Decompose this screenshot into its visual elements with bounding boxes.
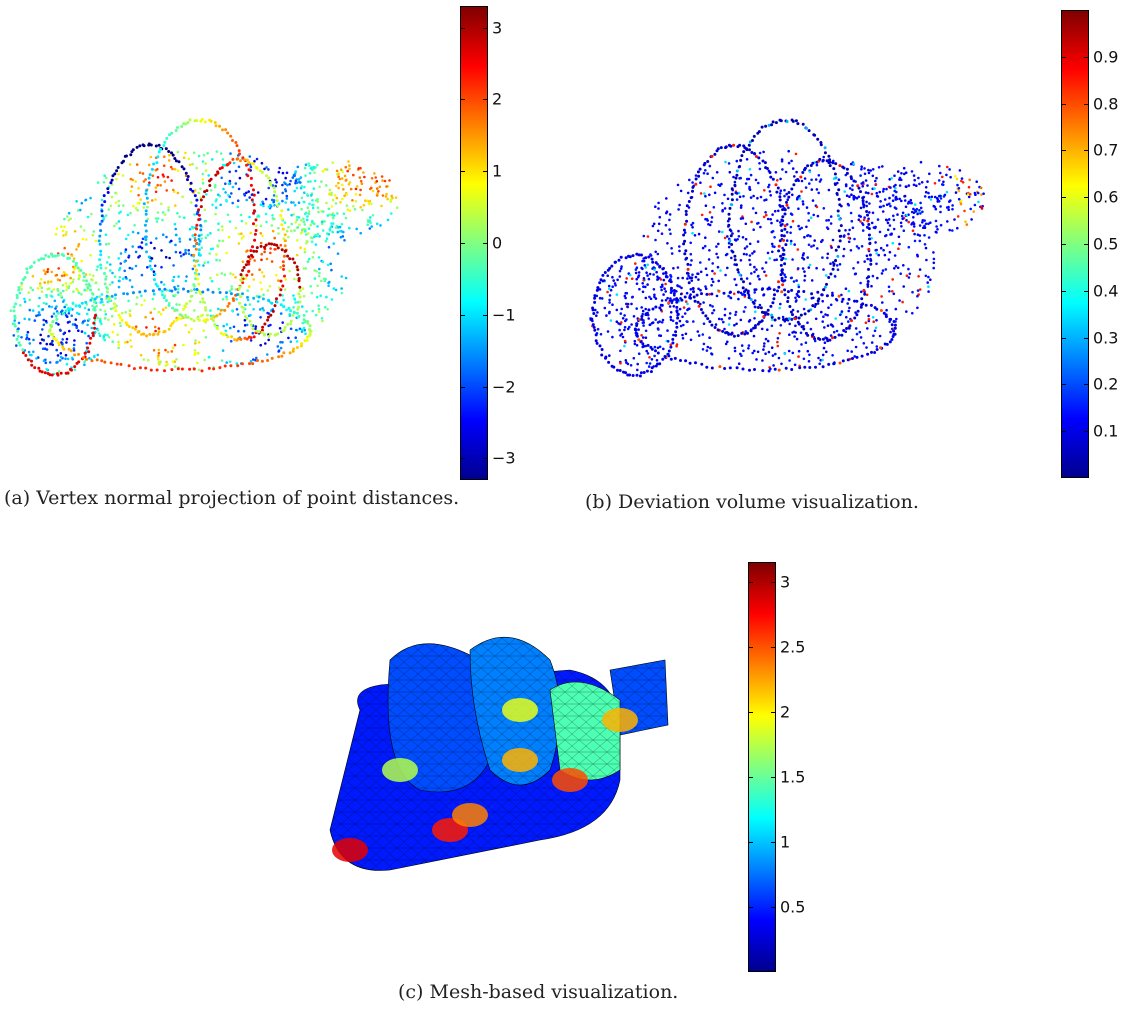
colorbar-tick-mark: [1084, 197, 1089, 199]
colorbar-tick-mark: [460, 99, 465, 101]
colorbar-tick-mark: [1084, 431, 1089, 433]
colorbar-tick-mark: [1084, 290, 1089, 292]
colorbar-tick-mark: [483, 27, 488, 29]
colorbar-tick-mark: [483, 386, 488, 388]
colorbar-c: [748, 562, 776, 972]
colorbar-tick-mark: [483, 171, 488, 173]
colorbar-tick-label: 0: [492, 233, 503, 253]
colorbar-tick-mark: [771, 906, 776, 908]
caption-a: (a) Vertex normal projection of point di…: [4, 487, 460, 509]
colorbar-tick-mark: [483, 314, 488, 316]
colorbar-tick-mark: [748, 581, 753, 583]
colorbar-tick-mark: [460, 171, 465, 173]
colorbar-tick-mark: [1061, 197, 1066, 199]
colorbar-tick-mark: [460, 314, 465, 316]
colorbar-tick-mark: [483, 458, 488, 460]
colorbar-tick-mark: [1084, 103, 1089, 105]
colorbar-tick-label: 0.9: [1093, 47, 1119, 67]
colorbar-tick-mark: [771, 711, 776, 713]
colorbar-tick-mark: [1061, 337, 1066, 339]
colorbar-tick-mark: [1084, 56, 1089, 58]
colorbar-tick-mark: [748, 906, 753, 908]
colorbar-tick-mark: [1084, 150, 1089, 152]
colorbar-tick-label: −2: [492, 377, 516, 397]
colorbar-tick-mark: [483, 243, 488, 244]
colorbar-tick-label: 0.7: [1093, 140, 1119, 160]
colorbar-tick-mark: [483, 99, 488, 101]
colorbar-tick-label: 0.8: [1093, 94, 1119, 114]
colorbar-tick-mark: [460, 386, 465, 388]
colorbar-tick-mark: [1061, 384, 1066, 386]
point-cloud-plot-b: [589, 118, 985, 378]
colorbar-tick-label: 3: [780, 572, 791, 592]
colorbar-tick-label: 0.1: [1093, 421, 1119, 441]
colorbar-tick-label: −3: [492, 448, 516, 468]
colorbar-tick-label: 2.5: [780, 637, 806, 657]
colorbar-tick-mark: [748, 841, 753, 843]
colorbar-tick-label: 3: [492, 18, 503, 38]
colorbar-tick-label: −1: [492, 305, 516, 325]
caption-c: (c) Mesh-based visualization.: [398, 981, 679, 1003]
point-cloud-plot-a: [9, 117, 399, 377]
colorbar-tick-label: 0.5: [780, 897, 806, 917]
colorbar-tick-label: 0.6: [1093, 187, 1119, 207]
colorbar-tick-mark: [771, 776, 776, 778]
colorbar-tick-mark: [1061, 56, 1066, 58]
colorbar-tick-mark: [771, 841, 776, 843]
colorbar-tick-mark: [748, 776, 753, 778]
colorbar-tick-label: 0.2: [1093, 374, 1119, 394]
colorbar-tick-mark: [771, 581, 776, 583]
colorbar-tick-mark: [1061, 103, 1066, 105]
colorbar-tick-label: 0.4: [1093, 281, 1119, 301]
colorbar-tick-mark: [1084, 244, 1089, 245]
colorbar-tick-mark: [1061, 290, 1066, 292]
colorbar-tick-mark: [1084, 337, 1089, 339]
colorbar-tick-mark: [748, 711, 753, 713]
colorbar-tick-label: 2: [492, 89, 503, 109]
colorbar-tick-mark: [460, 458, 465, 460]
colorbar-tick-label: 0.5: [1093, 234, 1119, 254]
colorbar-tick-mark: [1061, 244, 1066, 245]
mesh-plot-c: [329, 636, 669, 871]
colorbar-tick-mark: [1084, 384, 1089, 386]
colorbar-tick-label: 1: [780, 832, 791, 852]
colorbar-tick-mark: [771, 646, 776, 648]
colorbar-tick-mark: [460, 27, 465, 29]
colorbar-tick-label: 1: [492, 161, 503, 181]
colorbar-tick-mark: [1061, 150, 1066, 152]
colorbar-tick-mark: [1061, 431, 1066, 433]
colorbar-tick-label: 1.5: [780, 767, 806, 787]
colorbar-tick-label: 2: [780, 702, 791, 722]
colorbar-tick-mark: [748, 646, 753, 648]
colorbar-tick-label: 0.3: [1093, 328, 1119, 348]
colorbar-tick-mark: [460, 243, 465, 244]
caption-b: (b) Deviation volume visualization.: [585, 491, 919, 513]
